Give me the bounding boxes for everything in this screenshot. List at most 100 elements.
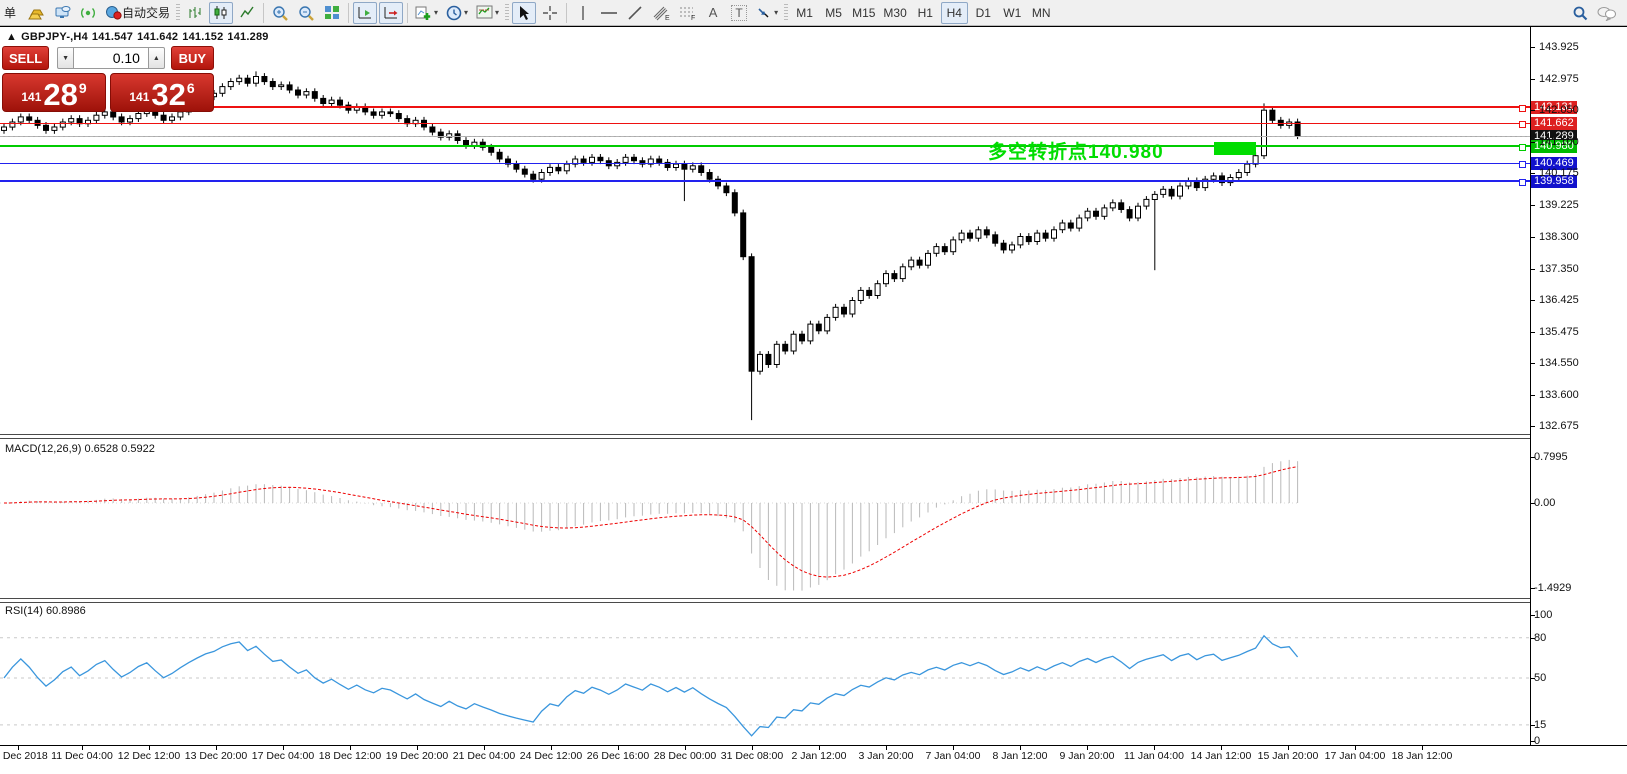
zoom-out-button[interactable]: [294, 2, 318, 24]
svg-text:F: F: [691, 15, 695, 21]
indicators-button[interactable]: ▾: [412, 2, 441, 24]
zoom-out-icon: [298, 5, 315, 21]
time-axis-label: 18 Jan 12:00: [1391, 750, 1453, 762]
sell-price-box[interactable]: 141 28 9: [2, 73, 106, 112]
toolbar-grip: [176, 3, 181, 22]
time-axis-label: 17 Jan 04:00: [1324, 750, 1386, 762]
sell-button[interactable]: SELL: [2, 46, 50, 70]
new-order-button[interactable]: 单: [0, 2, 22, 24]
text-button[interactable]: A: [701, 2, 725, 24]
main-price-chart[interactable]: [0, 27, 1530, 434]
time-axis-label: 19 Dec 20:00: [385, 750, 449, 762]
ohlc-high: 141.642: [137, 31, 179, 43]
panel-separator[interactable]: [0, 598, 1530, 603]
time-axis-label: 26 Dec 16:00: [586, 750, 650, 762]
text-label-button[interactable]: T: [727, 2, 751, 24]
bar-chart-button[interactable]: [183, 2, 207, 24]
horizontal-line-button[interactable]: [597, 2, 621, 24]
autotrading-label: 自动交易: [122, 6, 171, 20]
time-axis-label: 13 Dec 20:00: [184, 750, 248, 762]
time-axis-label: 15 Jan 20:00: [1257, 750, 1319, 762]
buy-price-box[interactable]: 141 32 6: [110, 73, 214, 112]
price-level-badge: 139.958: [1531, 174, 1577, 188]
templates-button[interactable]: ▾: [473, 2, 502, 24]
price-level-badge: 141.289: [1531, 129, 1577, 143]
vertical-line-button[interactable]: [571, 2, 595, 24]
tab-m1[interactable]: M1: [791, 2, 818, 24]
crosshair-button[interactable]: [538, 2, 562, 24]
tab-m30[interactable]: M30: [880, 2, 909, 24]
ohlc-low: 141.152: [182, 31, 224, 43]
time-axis-border: [0, 745, 1627, 746]
volume-input[interactable]: [73, 47, 148, 69]
text-tool-icon: A: [708, 5, 718, 20]
gold-ingot-icon: [27, 6, 45, 20]
tile-windows-button[interactable]: [320, 2, 344, 24]
cursor-button[interactable]: [512, 1, 537, 24]
arrows-button[interactable]: ▾: [753, 2, 781, 24]
macd-panel[interactable]: [0, 439, 1530, 598]
tab-m15[interactable]: M15: [849, 2, 878, 24]
candlestick-chart-button[interactable]: [209, 1, 234, 24]
tab-w1[interactable]: W1: [999, 2, 1026, 24]
autoscroll-button[interactable]: [353, 1, 378, 24]
pivot-annotation-rectangle[interactable]: [1214, 142, 1256, 155]
time-axis-label: 17 Dec 04:00: [251, 750, 315, 762]
indicators-icon: [415, 5, 432, 21]
crosshair-icon: [542, 5, 558, 21]
time-axis-label: 28 Dec 00:00: [653, 750, 717, 762]
fibonacci-button[interactable]: F: [675, 2, 699, 24]
chart-shift-button[interactable]: [379, 1, 404, 24]
time-axis-label: 11 Jan 04:00: [1124, 750, 1184, 762]
volume-increase-button[interactable]: ▲: [147, 47, 165, 69]
tab-d1[interactable]: D1: [970, 2, 997, 24]
zoom-in-button[interactable]: [268, 2, 292, 24]
toolbar-separator: [348, 2, 350, 23]
fibonacci-icon: F: [678, 5, 696, 21]
tab-mn[interactable]: MN: [1028, 2, 1055, 24]
gold-button[interactable]: [24, 2, 48, 24]
main-toolbar: 单 自动交易: [0, 0, 1627, 26]
chart-window: 142.131 141.662 141.289 140.980 140.469 139.9…: [0, 26, 1627, 774]
price-level-badge: 142.131: [1531, 101, 1577, 115]
autotrading-button[interactable]: 自动交易: [102, 2, 173, 24]
toolbar-grip: [505, 3, 510, 22]
time-axis-label: 7 Jan 04:00: [925, 750, 981, 762]
buy-button[interactable]: BUY: [170, 46, 215, 70]
one-click-trading-panel: SELL ▼ ▲ BUY 141 28 9 141 32 6: [2, 45, 215, 112]
rsi-panel[interactable]: [0, 603, 1530, 745]
search-button[interactable]: [1568, 2, 1592, 24]
panel-separator[interactable]: [0, 434, 1530, 439]
time-axis-label: 8 Jan 12:00: [992, 750, 1048, 762]
toolbar-separator: [566, 2, 568, 23]
periods-button[interactable]: ▾: [443, 2, 471, 24]
channel-button[interactable]: E: [649, 2, 673, 24]
toolbar-grip: [784, 3, 789, 22]
time-axis-label: 12 Dec 12:00: [117, 750, 181, 762]
chat-icon: [1597, 5, 1617, 21]
tab-h1[interactable]: H1: [912, 2, 939, 24]
trendline-button[interactable]: [623, 2, 647, 24]
bar-chart-icon: [187, 5, 203, 20]
time-axis-label: 21 Dec 04:00: [452, 750, 516, 762]
candlestick-chart-icon: [213, 5, 229, 20]
price-level-badge: 140.980: [1531, 140, 1577, 154]
cloud-history-button[interactable]: [50, 2, 74, 24]
autoscroll-icon: [357, 5, 373, 20]
chat-button[interactable]: [1594, 2, 1620, 24]
ohlc-open: 141.547: [91, 31, 134, 43]
time-axis-label: 18 Dec 12:00: [318, 750, 382, 762]
macd-label: MACD(12,26,9) 0.6528 0.5922: [5, 443, 155, 455]
tab-h4[interactable]: H4: [940, 1, 968, 24]
time-axis-label: 3 Jan 20:00: [858, 750, 914, 762]
trendline-icon: [627, 5, 643, 21]
signals-button[interactable]: [76, 2, 100, 24]
line-chart-button[interactable]: [235, 2, 259, 24]
time-axis-label: 2 Jan 12:00: [791, 750, 847, 762]
time-axis-label: 10 Dec 2018: [0, 750, 48, 762]
arrows-icon: [756, 5, 772, 20]
price-level-badge: 141.662: [1531, 117, 1577, 131]
tab-m5[interactable]: M5: [820, 2, 847, 24]
volume-decrease-button[interactable]: ▼: [57, 47, 74, 69]
